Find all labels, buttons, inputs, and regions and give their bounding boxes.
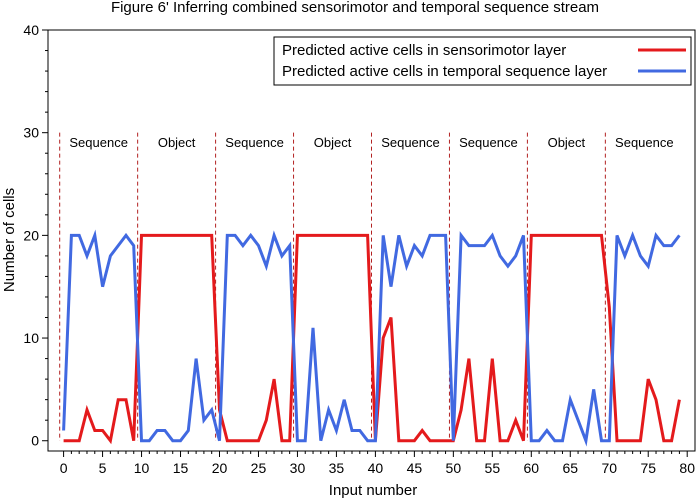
x-axis-label: Input number (329, 482, 417, 499)
x-tick-label: 75 (640, 460, 656, 476)
y-axis-ticks: 0 10 20 30 40 (23, 22, 48, 449)
chart-title: Figure 6' Inferring combined sensorimoto… (111, 0, 599, 16)
x-tick-label: 45 (407, 460, 423, 476)
y-tick-label: 20 (23, 227, 39, 243)
x-tick-label: 20 (212, 460, 228, 476)
x-tick-label: 10 (134, 460, 150, 476)
series-lines (62, 229, 681, 447)
x-tick-label: 0 (60, 460, 68, 476)
segment-label: Sequence (615, 135, 674, 150)
y-tick-label: 40 (23, 22, 39, 38)
legend-label-temporal: Predicted active cells in temporal seque… (282, 63, 607, 80)
legend-box (273, 36, 692, 86)
series-line-sensorimotor (63, 233, 681, 445)
legend: Predicted active cells in sensorimotor l… (273, 36, 692, 86)
x-tick-label: 70 (601, 460, 617, 476)
x-tick-label: 65 (562, 460, 578, 476)
x-tick-label: 80 (679, 460, 695, 476)
segment-label: Object (548, 135, 586, 150)
segment-label: Sequence (69, 135, 128, 150)
series-line-temporal (62, 229, 681, 447)
segment-boundaries (59, 132, 606, 441)
x-tick-label: 25 (251, 460, 267, 476)
x-tick-label: 55 (485, 460, 501, 476)
segment-label: Object (158, 135, 196, 150)
segment-label: Object (314, 135, 352, 150)
x-tick-label: 60 (524, 460, 540, 476)
y-tick-label: 0 (31, 433, 39, 449)
y-tick-label: 10 (23, 330, 39, 346)
x-tick-label: 35 (329, 460, 345, 476)
y-tick-label: 30 (23, 125, 39, 141)
x-tick-label: 40 (368, 460, 384, 476)
segment-label: Sequence (459, 135, 518, 150)
x-tick-label: 30 (290, 460, 306, 476)
y-axis-label: Number of cells (1, 188, 18, 292)
x-tick-label: 5 (99, 460, 107, 476)
segment-label: Sequence (225, 135, 284, 150)
segment-labels: Sequence Object Sequence Object Sequence Sequ… (69, 135, 673, 150)
x-tick-label: 50 (446, 460, 462, 476)
x-axis-ticks: 0 5 10 15 20 25 30 35 40 45 50 55 60 65 70 75 80 (60, 451, 695, 476)
plot-frame (47, 29, 696, 452)
legend-label-sensorimotor: Predicted active cells in sensorimotor l… (282, 42, 566, 59)
x-tick-label: 15 (173, 460, 189, 476)
segment-label: Sequence (381, 135, 440, 150)
